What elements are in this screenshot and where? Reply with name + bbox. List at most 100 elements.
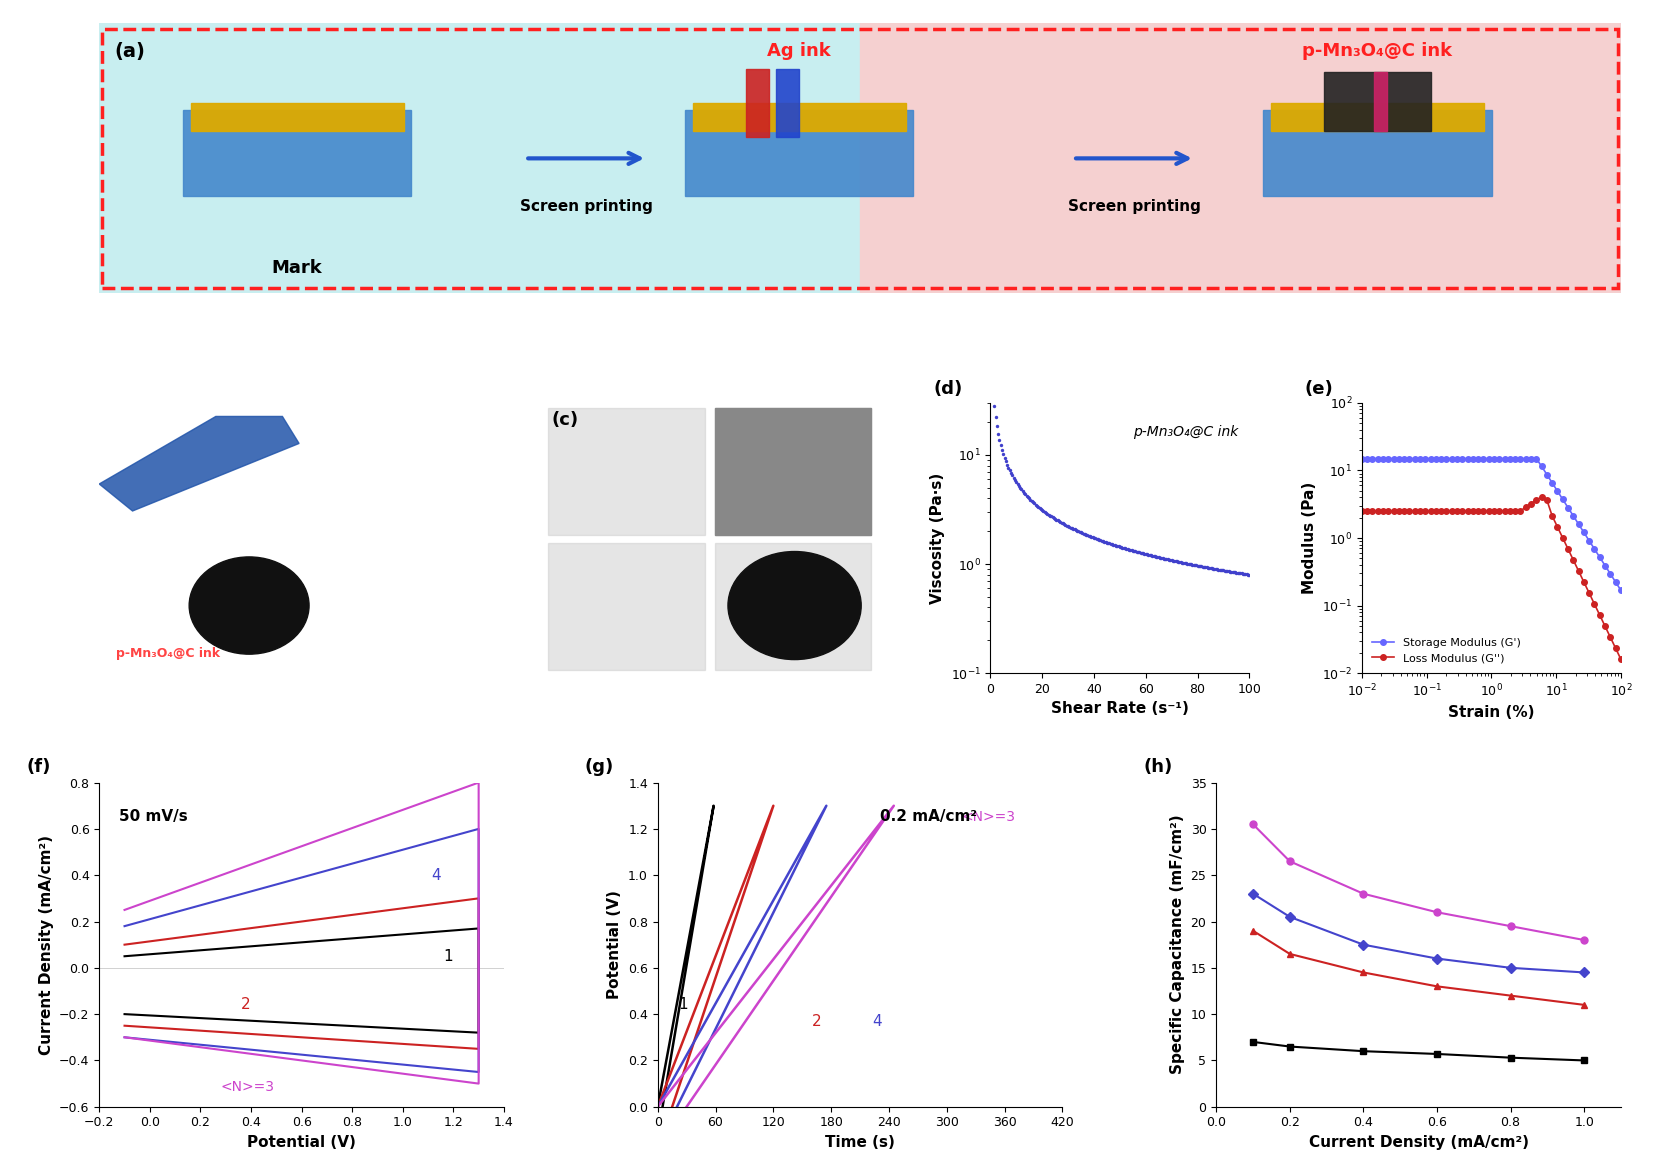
Point bbox=[1188, 557, 1214, 576]
Point bbox=[1141, 548, 1168, 566]
Point bbox=[1060, 520, 1087, 538]
Loss Modulus (G'') bbox=[1452, 504, 1472, 518]
Storage Modulus (G') bbox=[1358, 452, 1378, 466]
Storage Modulus (G') bbox=[1457, 452, 1477, 466]
Storage Modulus (G') bbox=[1594, 558, 1614, 572]
Storage Modulus (G') bbox=[1568, 517, 1588, 531]
Bar bbox=[547, 543, 705, 670]
Point bbox=[1103, 536, 1130, 555]
Loss Modulus (G'') bbox=[1484, 504, 1503, 518]
Point bbox=[1135, 545, 1161, 564]
Loss Modulus (G'') bbox=[1404, 504, 1424, 518]
Point bbox=[1130, 544, 1156, 563]
Storage Modulus (G') bbox=[1411, 452, 1431, 466]
Point bbox=[1062, 521, 1088, 539]
Point bbox=[1156, 550, 1183, 569]
Point bbox=[1214, 562, 1240, 580]
Point bbox=[1034, 504, 1060, 523]
Point bbox=[984, 417, 1011, 436]
Point bbox=[1140, 546, 1166, 565]
Point bbox=[994, 456, 1021, 474]
Loss Modulus (G'') bbox=[1479, 504, 1499, 518]
Text: (b): (b) bbox=[106, 411, 136, 429]
Text: 1: 1 bbox=[443, 948, 453, 963]
Point bbox=[1199, 559, 1226, 578]
Point bbox=[1211, 562, 1237, 580]
Point bbox=[991, 449, 1017, 467]
Point bbox=[1073, 525, 1100, 544]
Point bbox=[1021, 494, 1047, 513]
Bar bbox=[693, 103, 906, 132]
Storage Modulus (G') bbox=[1437, 452, 1457, 466]
Point bbox=[1206, 560, 1232, 579]
Point bbox=[1212, 562, 1239, 580]
Point bbox=[1062, 520, 1088, 538]
Storage Modulus (G') bbox=[1452, 452, 1472, 466]
Point bbox=[1217, 563, 1244, 581]
Point bbox=[1199, 559, 1226, 578]
Bar bbox=[715, 409, 872, 535]
Storage Modulus (G') bbox=[1351, 452, 1371, 466]
Point bbox=[1093, 534, 1120, 552]
Point bbox=[1186, 557, 1212, 576]
Point bbox=[1009, 480, 1035, 499]
Point bbox=[1131, 544, 1158, 563]
Point bbox=[1232, 565, 1259, 584]
Point bbox=[1065, 522, 1092, 541]
Point bbox=[1123, 543, 1150, 562]
Storage Modulus (G') bbox=[1585, 542, 1604, 556]
Loss Modulus (G'') bbox=[1589, 608, 1609, 622]
Point bbox=[1039, 507, 1065, 525]
Point bbox=[1148, 549, 1174, 567]
Point bbox=[1027, 500, 1054, 518]
Point bbox=[1040, 509, 1067, 528]
Storage Modulus (G') bbox=[1495, 452, 1515, 466]
Point bbox=[989, 440, 1016, 459]
Point bbox=[1118, 541, 1145, 559]
Point bbox=[981, 396, 1007, 415]
Point bbox=[1007, 479, 1034, 497]
Loss Modulus (G'') bbox=[1399, 504, 1419, 518]
Point bbox=[1204, 560, 1231, 579]
Text: Screen printing: Screen printing bbox=[1067, 199, 1201, 214]
Bar bbox=[1264, 110, 1492, 196]
Text: (f): (f) bbox=[26, 758, 51, 776]
Point bbox=[1166, 552, 1193, 571]
Storage Modulus (G') bbox=[1537, 467, 1556, 481]
Point bbox=[1024, 496, 1050, 515]
Point bbox=[1153, 550, 1179, 569]
Point bbox=[1193, 558, 1219, 577]
Loss Modulus (G'') bbox=[1568, 564, 1588, 578]
Loss Modulus (G'') bbox=[1522, 496, 1542, 510]
Bar bbox=[860, 23, 1621, 294]
Point bbox=[1105, 537, 1131, 556]
Point bbox=[1226, 564, 1252, 582]
Storage Modulus (G') bbox=[1426, 452, 1446, 466]
Loss Modulus (G'') bbox=[1442, 504, 1462, 518]
Loss Modulus (G'') bbox=[1464, 504, 1484, 518]
Text: p-Mn₃O₄@C ink: p-Mn₃O₄@C ink bbox=[1133, 424, 1239, 438]
Point bbox=[1191, 558, 1217, 577]
Point bbox=[1049, 514, 1075, 532]
Point bbox=[986, 430, 1012, 449]
Storage Modulus (G') bbox=[1474, 452, 1494, 466]
Point bbox=[1102, 536, 1128, 555]
Point bbox=[992, 452, 1019, 471]
Point bbox=[1042, 509, 1068, 528]
Point bbox=[1098, 535, 1125, 553]
Loss Modulus (G'') bbox=[1585, 598, 1604, 612]
Point bbox=[1075, 527, 1102, 545]
Point bbox=[1138, 546, 1164, 565]
Text: Ag ink: Ag ink bbox=[767, 42, 830, 61]
Point bbox=[1136, 546, 1163, 565]
Point bbox=[1216, 562, 1242, 580]
Point bbox=[1209, 560, 1236, 579]
Point bbox=[1150, 549, 1176, 567]
Point bbox=[1146, 549, 1173, 567]
Loss Modulus (G'') bbox=[1601, 630, 1621, 644]
Point bbox=[1168, 553, 1194, 572]
Loss Modulus (G'') bbox=[1505, 504, 1525, 518]
Point bbox=[1016, 489, 1042, 508]
Loss Modulus (G'') bbox=[1469, 504, 1489, 518]
Text: 1: 1 bbox=[678, 997, 688, 1012]
